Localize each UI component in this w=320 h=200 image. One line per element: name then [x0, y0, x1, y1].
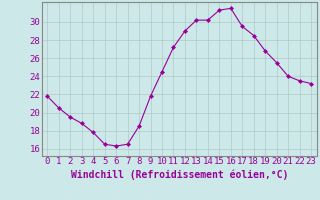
X-axis label: Windchill (Refroidissement éolien,°C): Windchill (Refroidissement éolien,°C) — [70, 169, 288, 180]
